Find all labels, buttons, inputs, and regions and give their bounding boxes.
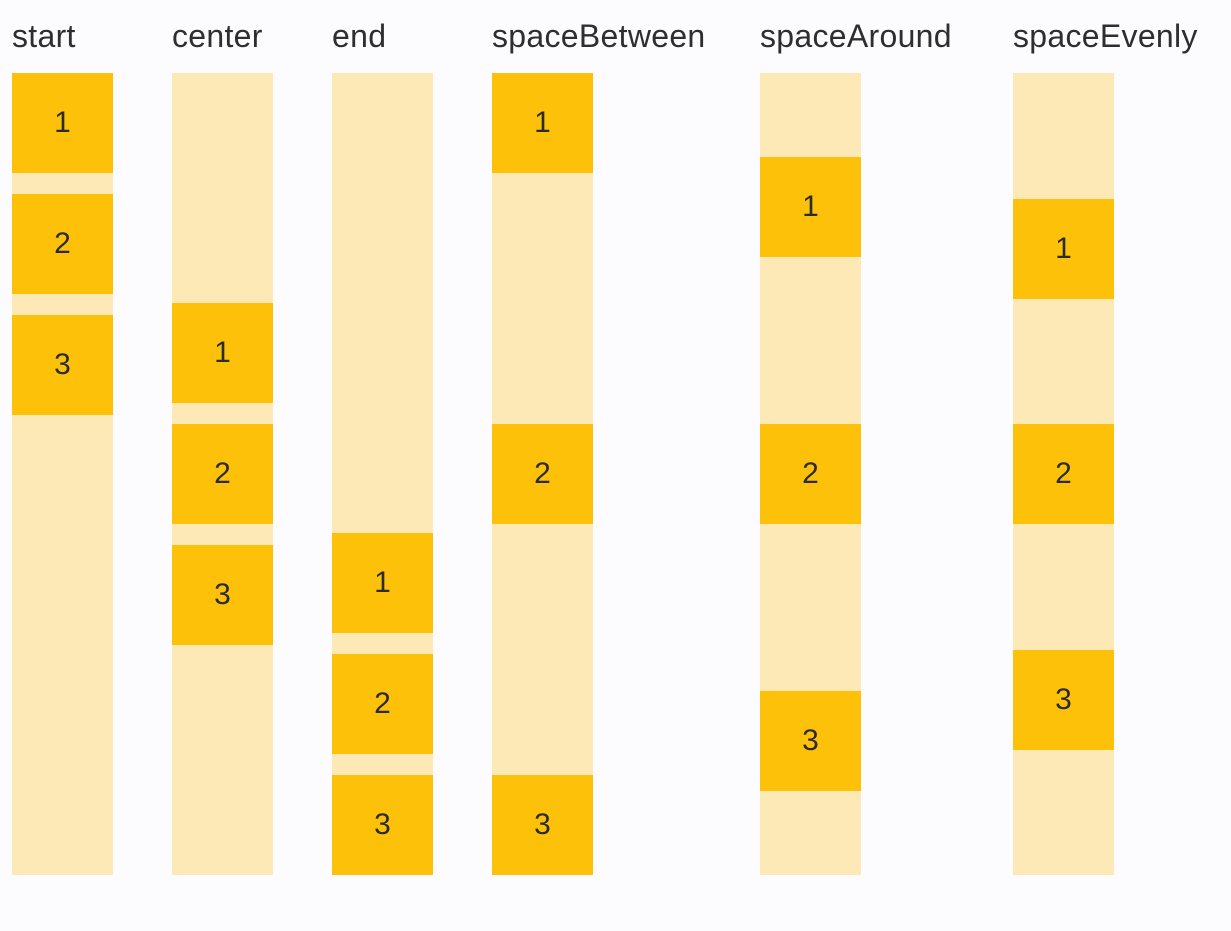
- flex-item-box: 2: [492, 424, 593, 524]
- flex-item-number: 3: [374, 808, 391, 841]
- flex-item-number: 2: [534, 457, 551, 490]
- column-label: spaceBetween: [492, 18, 706, 54]
- flex-item-number: 2: [214, 457, 231, 490]
- flex-item-box: 1: [492, 73, 593, 173]
- flex-item-box: 3: [492, 775, 593, 875]
- column-start: start 1 2 3: [12, 12, 113, 875]
- flex-item-box: 1: [760, 156, 861, 257]
- flex-item-box: 2: [332, 654, 433, 754]
- flex-item-box: 1: [12, 73, 113, 173]
- flex-track: 1 2 3: [12, 73, 113, 875]
- flex-item-number: 2: [1055, 457, 1072, 490]
- flex-track: 1 2 3: [172, 73, 273, 875]
- flex-item-box: 1: [172, 303, 273, 403]
- flex-item-number: 1: [1055, 231, 1072, 265]
- flex-item-number: 3: [214, 578, 231, 611]
- flex-item-box: 2: [760, 423, 861, 524]
- flex-item-number: 1: [214, 336, 231, 369]
- flex-item-box: 3: [760, 691, 861, 792]
- flex-item-box: 1: [332, 533, 433, 633]
- column-end: end 1 2 3: [332, 12, 433, 875]
- flex-item-number: 2: [802, 456, 819, 490]
- column-label: spaceEvenly: [1013, 18, 1198, 54]
- flex-track: 1 2 3: [492, 73, 593, 875]
- flex-item-box: 2: [1013, 424, 1114, 524]
- column-space-evenly: spaceEvenly 1 2 3: [1013, 12, 1198, 875]
- column-space-around: spaceAround 1 2 3: [760, 12, 952, 875]
- flex-item-box: 3: [12, 315, 113, 415]
- flex-track: 1 2 3: [1013, 73, 1114, 875]
- flex-item-number: 2: [374, 687, 391, 720]
- flex-item-number: 1: [374, 566, 391, 599]
- flex-item-number: 1: [802, 189, 819, 223]
- flex-item-box: 2: [172, 424, 273, 524]
- flex-item-number: 3: [802, 724, 819, 758]
- column-label: center: [172, 18, 263, 54]
- column-label: start: [12, 18, 76, 54]
- column-label: end: [332, 18, 387, 54]
- flex-item-number: 1: [54, 106, 71, 139]
- column-center: center 1 2 3: [172, 12, 273, 875]
- flex-item-box: 1: [1013, 198, 1114, 299]
- flex-item-box: 3: [332, 775, 433, 875]
- flex-track: 1 2 3: [332, 73, 433, 875]
- flex-item-number: 3: [54, 348, 71, 381]
- column-label: spaceAround: [760, 18, 952, 54]
- flex-item-box: 3: [1013, 649, 1114, 750]
- flex-item-number: 1: [534, 106, 551, 139]
- flex-item-number: 3: [534, 808, 551, 841]
- flex-item-number: 2: [54, 227, 71, 260]
- flex-item-box: 2: [12, 194, 113, 294]
- column-space-between: spaceBetween 1 2 3: [492, 12, 706, 875]
- flex-track: 1 2 3: [760, 73, 861, 875]
- flex-item-number: 3: [1055, 682, 1072, 716]
- flex-item-box: 3: [172, 545, 273, 645]
